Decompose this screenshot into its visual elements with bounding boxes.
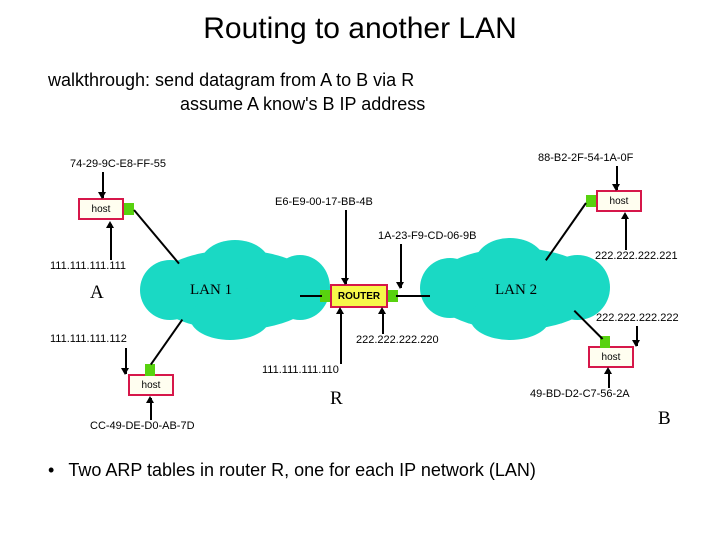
host-tr-conn	[586, 195, 596, 207]
router-right-mac: 1A-23-F9-CD-06-9B	[378, 230, 476, 242]
bullet-text: Two ARP tables in router R, one for each…	[68, 460, 536, 481]
arrow-mac-b	[604, 367, 612, 374]
host-a-ip: 111.111.111.111	[50, 260, 126, 272]
line-router-lan2	[396, 295, 430, 297]
line-host-a	[133, 209, 180, 264]
router-box: ROUTER	[330, 284, 388, 308]
host-bl-conn	[145, 364, 155, 376]
router-label: ROUTER	[338, 291, 380, 302]
arrow-mac-tr	[612, 184, 620, 191]
host-bl-mac: CC-49-DE-D0-AB-7D	[90, 420, 195, 432]
host-b-ip: 222.222.222.222	[596, 312, 679, 324]
arrow-router-right-mac	[396, 282, 404, 289]
bullet-dot: •	[48, 460, 54, 481]
router-right-ip: 222.222.222.220	[356, 334, 439, 346]
arrow-mac-a	[98, 192, 106, 199]
subtitle-assume: assume A know's B IP address	[180, 94, 425, 115]
arrow-router-left-ip	[336, 307, 344, 314]
host-b-box: host	[588, 346, 634, 368]
line-host-bl	[150, 319, 183, 365]
letter-b: B	[658, 408, 671, 430]
host-bl-label: host	[142, 380, 161, 391]
lan2-cloud-blob4	[470, 295, 550, 340]
letter-r: R	[330, 388, 343, 410]
lan1-cloud-blob2	[270, 255, 330, 320]
bullet-arp: • Two ARP tables in router R, one for ea…	[48, 460, 672, 481]
arrow-ip-a	[106, 221, 114, 228]
lan2-cloud-blob2	[545, 255, 610, 320]
host-tr-ip: 222.222.222.221	[595, 250, 678, 262]
arrow-router-right-ip	[378, 307, 386, 314]
arrow-ip-bl	[121, 368, 129, 375]
subtitle-walkthrough: walkthrough: send datagram from A to B v…	[48, 70, 414, 91]
arrow-ip-tr	[621, 212, 629, 219]
arrow-mac-bl	[146, 396, 154, 403]
line-ip-tr	[625, 215, 627, 250]
host-a-box: host	[78, 198, 124, 220]
arrow-ip-b	[632, 340, 640, 347]
line-host-tr	[545, 202, 587, 260]
lan2-cloud-blob1	[420, 258, 480, 318]
host-a-label: host	[92, 204, 111, 215]
host-tr-box: host	[596, 190, 642, 212]
router-left-ip: 111.111.111.110	[262, 364, 339, 376]
host-bl-box: host	[128, 374, 174, 396]
lan2-label: LAN 2	[495, 282, 537, 299]
host-a-mac: 74-29-9C-E8-FF-55	[70, 158, 166, 170]
letter-a: A	[90, 282, 104, 304]
host-a-conn	[124, 203, 134, 215]
page-title: Routing to another LAN	[0, 12, 720, 46]
host-b-mac: 49-BD-D2-C7-56-2A	[530, 388, 630, 400]
lan1-cloud-blob4	[190, 295, 270, 340]
line-router-left-mac	[345, 210, 347, 284]
host-bl-ip: 111.111.111.112	[50, 333, 127, 345]
line-router-lan1	[300, 295, 322, 297]
line-router-left-ip	[340, 310, 342, 364]
arrow-router-left-mac	[341, 278, 349, 285]
host-tr-label: host	[610, 196, 629, 207]
line-ip-a	[110, 224, 112, 260]
network-diagram: LAN 1 LAN 2 ROUTER host 74-29-9C-E8-FF-5…	[0, 140, 720, 440]
router-left-mac: E6-E9-00-17-BB-4B	[275, 196, 373, 208]
lan1-label: LAN 1	[190, 282, 232, 299]
host-b-label: host	[602, 352, 621, 363]
lan2-cloud-blob3	[475, 238, 545, 288]
host-tr-mac: 88-B2-2F-54-1A-0F	[538, 152, 633, 164]
